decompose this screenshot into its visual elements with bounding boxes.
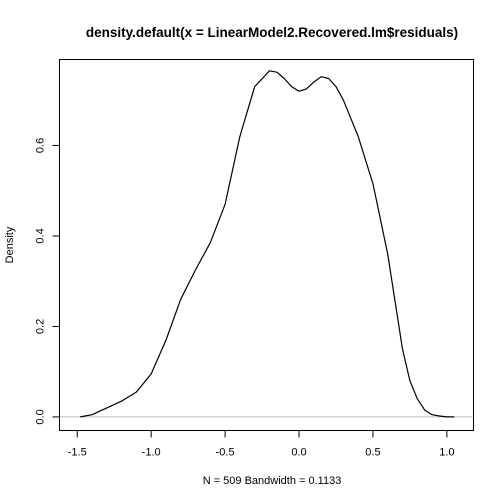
x-tick-label: -1.0 [142, 447, 161, 459]
y-tick-label: 0.6 [35, 138, 47, 153]
density-curve [80, 70, 455, 418]
y-tick-label: 0.4 [35, 228, 47, 243]
x-tick-label: 0.5 [365, 447, 380, 459]
y-tick-label: 0.2 [35, 319, 47, 334]
x-tick-label: 0.0 [291, 447, 306, 459]
plot-frame [59, 59, 474, 431]
y-axis: 0.0 0.2 0.4 0.6 [35, 138, 60, 425]
y-tick-label: 0.0 [35, 409, 47, 424]
chart-title: density.default(x = LinearModel2.Recover… [86, 25, 458, 40]
y-axis-label: Density [4, 226, 16, 263]
x-tick-label: -1.5 [68, 447, 87, 459]
x-axis: -1.5 -1.0 -0.5 0.0 0.5 1.0 [68, 430, 455, 459]
x-tick-label: 1.0 [439, 447, 454, 459]
x-axis-label: N = 509 Bandwidth = 0.1133 [203, 475, 342, 487]
x-tick-label: -0.5 [216, 447, 235, 459]
